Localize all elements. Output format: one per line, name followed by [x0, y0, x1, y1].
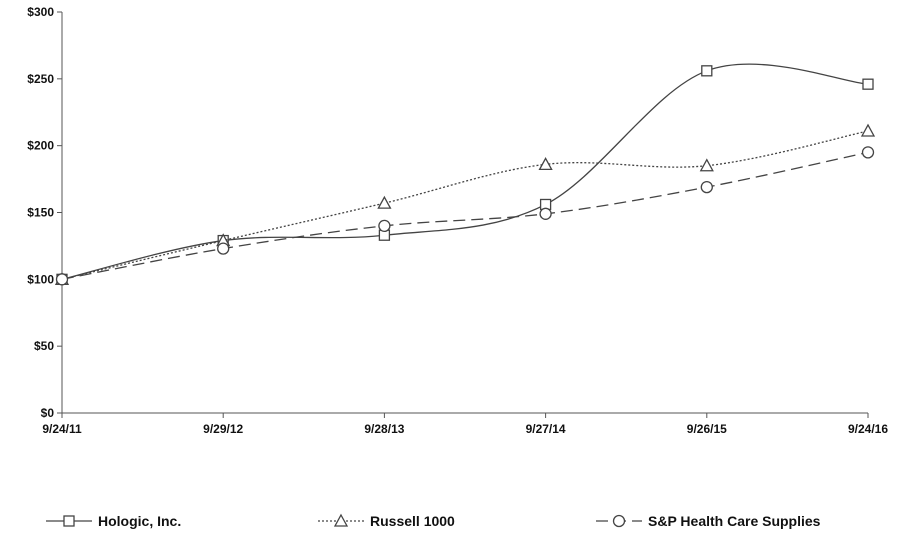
- chart-axes: [61, 12, 868, 414]
- data-point: [862, 78, 874, 90]
- y-tick-label: $150: [27, 206, 54, 220]
- x-tick-label: 9/27/14: [526, 422, 566, 436]
- legend-item: S&P Health Care Supplies: [596, 513, 821, 529]
- y-tick-label: $100: [27, 272, 54, 286]
- y-tick-label: $50: [34, 339, 54, 353]
- x-tick-label: 9/26/15: [687, 422, 727, 436]
- y-tick-label: $0: [41, 406, 55, 420]
- data-point: [699, 158, 714, 172]
- y-tick-label: $250: [27, 72, 54, 86]
- legend-marker: [333, 513, 349, 527]
- series-line: [61, 151, 869, 280]
- legend-item: Hologic, Inc.: [46, 513, 181, 529]
- legend-marker: [63, 515, 75, 527]
- legend-label: Russell 1000: [370, 513, 455, 529]
- data-point: [539, 207, 552, 220]
- data-point: [700, 180, 713, 194]
- data-point: [860, 123, 876, 137]
- legend-marker: [612, 514, 626, 528]
- series-1: [54, 123, 876, 285]
- series-group: [54, 63, 876, 286]
- series-2: [55, 146, 875, 286]
- x-tick-label: 9/29/12: [203, 422, 243, 436]
- data-point: [377, 195, 392, 209]
- x-tick-label: 9/24/16: [848, 422, 888, 436]
- x-tick-label: 9/24/11: [42, 422, 82, 436]
- data-point: [378, 219, 391, 233]
- y-axis-ticks: $0 $50 $100 $150 $200 $250 $300: [27, 5, 62, 420]
- y-tick-label: $200: [27, 139, 54, 153]
- data-point: [217, 242, 230, 255]
- series-line: [61, 130, 869, 280]
- legend-label: Hologic, Inc.: [98, 513, 181, 529]
- legend-item: Russell 1000: [318, 513, 455, 529]
- data-point: [861, 146, 875, 159]
- x-tick-label: 9/28/13: [364, 422, 404, 436]
- chart-legend: Hologic, Inc. Russell 1000 S&P Health Care…: [46, 513, 821, 529]
- y-tick-label: $300: [27, 5, 54, 19]
- series-line: [61, 63, 869, 280]
- data-point: [701, 65, 713, 77]
- x-axis-ticks: 9/24/11 9/29/12 9/28/13 9/27/14 9/26/15 9/24/…: [42, 413, 888, 436]
- data-point: [538, 157, 553, 171]
- data-point: [55, 273, 69, 286]
- legend-label: S&P Health Care Supplies: [648, 513, 821, 529]
